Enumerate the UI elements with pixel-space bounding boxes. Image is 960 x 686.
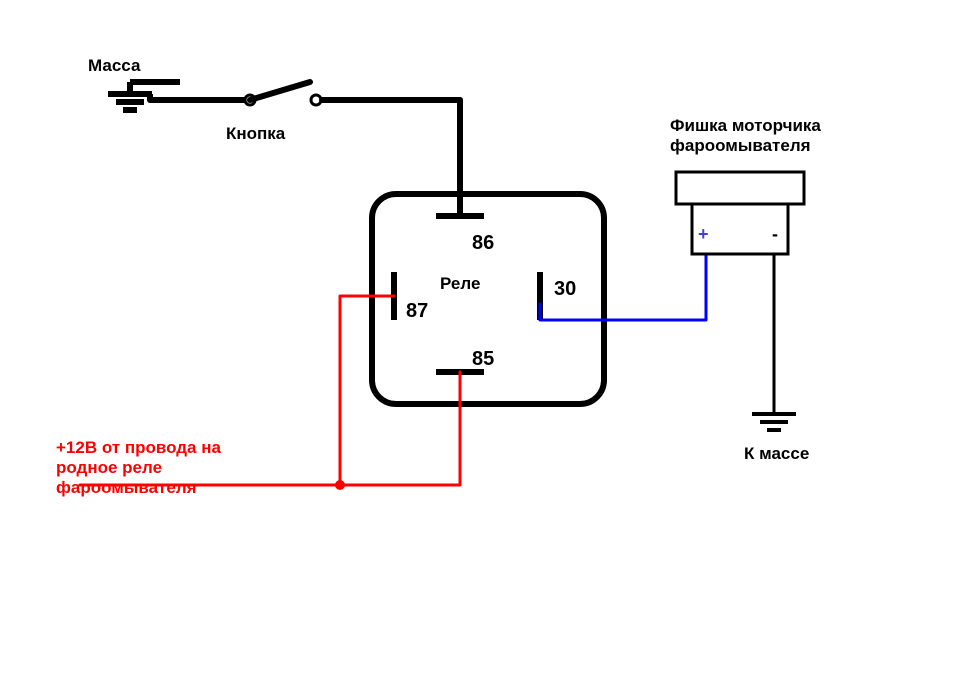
label-plus: + xyxy=(698,224,709,245)
label-pin87: 87 xyxy=(406,300,428,323)
label-button: Кнопка xyxy=(226,124,285,144)
label-source: +12В от провода на родное реле фароомыва… xyxy=(56,438,221,498)
label-pin86: 86 xyxy=(472,232,494,255)
label-connector: Фишка моторчика фароомывателя xyxy=(670,116,821,156)
label-to-mass: К массе xyxy=(744,444,809,464)
label-massa: Масса xyxy=(88,56,140,76)
label-pin30: 30 xyxy=(554,278,576,301)
label-relay: Реле xyxy=(440,274,480,294)
label-minus: - xyxy=(772,224,778,245)
relay-circuit-diagram xyxy=(0,0,960,686)
label-pin85: 85 xyxy=(472,348,494,371)
